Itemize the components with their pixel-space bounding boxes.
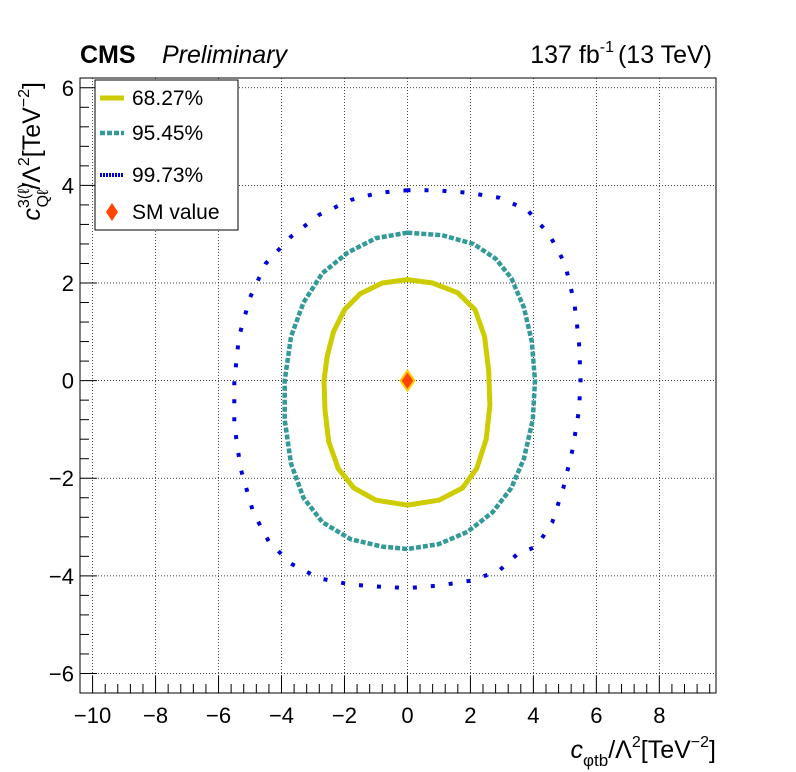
contour-95.45%: [282, 230, 538, 552]
x-tick-label: 8: [653, 703, 665, 728]
y-tick-label: −2: [49, 466, 74, 491]
x-tick-label: −2: [332, 703, 357, 728]
legend-label: SM value: [132, 201, 220, 224]
legend-label: 68.27%: [132, 87, 203, 110]
x-tick-label: −10: [74, 703, 111, 728]
y-tick-label: 6: [62, 76, 74, 101]
legend: 68.27% 95.45% 99.73% SM value: [94, 79, 239, 231]
x-tick-label: 6: [590, 703, 602, 728]
markers: [399, 368, 416, 393]
lumi-label: 137 fb-1 (13 TeV): [530, 39, 712, 69]
sm-value-marker: [399, 368, 416, 393]
y-axis-title: c3(ℓ) Qℓ/Λ2[TeV−2]: [16, 82, 52, 221]
y-tick-label: 2: [62, 271, 74, 296]
x-tick-label: −4: [269, 703, 294, 728]
experiment-label: CMS: [80, 41, 136, 69]
x-axis-title: cφtb/Λ2[TeV−2]: [571, 734, 717, 770]
status-label: Preliminary: [162, 41, 289, 69]
legend-marker-icon: [106, 203, 118, 221]
y-tick-label: −4: [49, 564, 74, 589]
legend-label: 99.73%: [132, 164, 203, 187]
y-tick-label: −6: [49, 661, 74, 686]
x-tick-label: −8: [143, 703, 168, 728]
tick-labels: −10 −8 −6 −4 −2 0 2 4 6 8 −6 −4 −2 0 2 4 6: [49, 76, 666, 728]
legend-label: 95.45%: [132, 122, 203, 145]
contour-68.27%: [321, 277, 493, 508]
y-tick-label: 0: [62, 369, 74, 394]
x-tick-label: −6: [206, 703, 231, 728]
contours: [232, 188, 583, 591]
y-tick-label: 4: [62, 173, 74, 198]
x-tick-label: 2: [464, 703, 476, 728]
plot-frame: [79, 77, 717, 694]
axis-ticks: [79, 87, 711, 694]
x-tick-label: 4: [527, 703, 539, 728]
x-tick-label: 0: [401, 703, 413, 728]
legend-box: [94, 79, 239, 231]
